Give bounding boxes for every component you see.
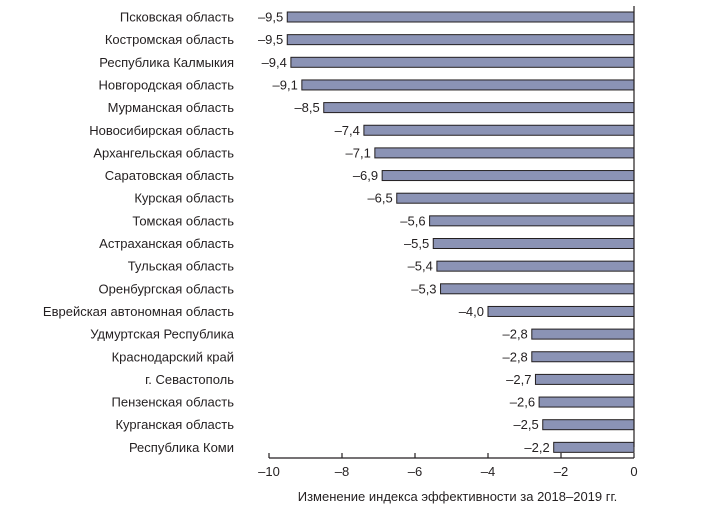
- category-label: Новгородская область: [99, 77, 235, 92]
- category-label: Курганская область: [115, 417, 234, 432]
- x-tick-label: –10: [258, 464, 280, 479]
- bar: [440, 283, 635, 295]
- bar: [553, 441, 635, 453]
- value-label: –6,9: [353, 168, 378, 183]
- category-label: Архангельская область: [93, 145, 234, 160]
- category-label: Республика Коми: [129, 440, 234, 455]
- value-label: –2,6: [510, 395, 535, 410]
- x-axis: –10 –8 –6 –4 –2 0: [258, 6, 638, 479]
- value-label: –5,5: [404, 236, 429, 251]
- bar: [432, 238, 635, 249]
- category-label: Удмуртская Республика: [90, 327, 235, 342]
- category-label: Тульская область: [128, 259, 234, 274]
- category-label: Республика Калмыкия: [99, 55, 234, 70]
- bar: [301, 79, 635, 91]
- x-tick-label: –8: [335, 464, 349, 479]
- category-label: Еврейская автономная область: [43, 304, 234, 319]
- value-label: –5,3: [411, 281, 436, 296]
- bar: [286, 34, 635, 46]
- bar: [531, 328, 635, 340]
- category-label: Псковская область: [120, 10, 234, 25]
- category-label: Краснодарский край: [112, 349, 234, 364]
- x-tick-label: –2: [554, 464, 568, 479]
- bar: [396, 192, 635, 204]
- bar: [531, 351, 635, 363]
- bar: [487, 305, 635, 317]
- value-label: –2,7: [506, 372, 531, 387]
- category-label: Томская область: [132, 213, 234, 228]
- value-label: –2,2: [524, 440, 549, 455]
- value-label: –5,6: [400, 213, 425, 228]
- bar: [290, 56, 635, 68]
- category-label: Саратовская область: [105, 168, 234, 183]
- value-label: –9,1: [273, 77, 298, 92]
- x-axis-title: Изменение индекса эффективности за 2018–…: [298, 489, 618, 504]
- bar: [538, 396, 635, 408]
- bars-layer: Псковская область –9,5 Костромская область…: [43, 10, 635, 455]
- value-label: –7,1: [346, 145, 371, 160]
- category-label: Пензенская область: [112, 395, 235, 410]
- value-label: –5,4: [408, 259, 433, 274]
- value-label: –7,4: [335, 123, 360, 138]
- value-label: –4,0: [459, 304, 484, 319]
- bar: [374, 147, 635, 159]
- bar: [286, 11, 635, 23]
- bar: [534, 373, 635, 385]
- x-tick-label: 0: [630, 464, 637, 479]
- value-label: –9,4: [262, 55, 287, 70]
- category-label: Астраханская область: [99, 236, 234, 251]
- value-label: –6,5: [367, 191, 392, 206]
- value-label: –9,5: [258, 32, 283, 47]
- category-label: Курская область: [134, 191, 234, 206]
- value-label: –9,5: [258, 10, 283, 25]
- category-label: Оренбургская область: [99, 281, 235, 296]
- bar: [381, 170, 635, 182]
- bar: [542, 419, 635, 431]
- category-label: Новосибирская область: [89, 123, 234, 138]
- value-label: –2,8: [502, 349, 527, 364]
- x-tick-label: –4: [481, 464, 495, 479]
- bar: [363, 124, 635, 136]
- x-tick-label: –6: [408, 464, 422, 479]
- bar: [323, 102, 635, 114]
- bar: [429, 215, 635, 227]
- category-label: Костромская область: [105, 32, 234, 47]
- category-label: г. Севастополь: [145, 372, 234, 387]
- value-label: –8,5: [294, 100, 319, 115]
- value-label: –2,5: [513, 417, 538, 432]
- category-label: Мурманская область: [108, 100, 235, 115]
- value-label: –2,8: [502, 327, 527, 342]
- bar: [436, 260, 635, 272]
